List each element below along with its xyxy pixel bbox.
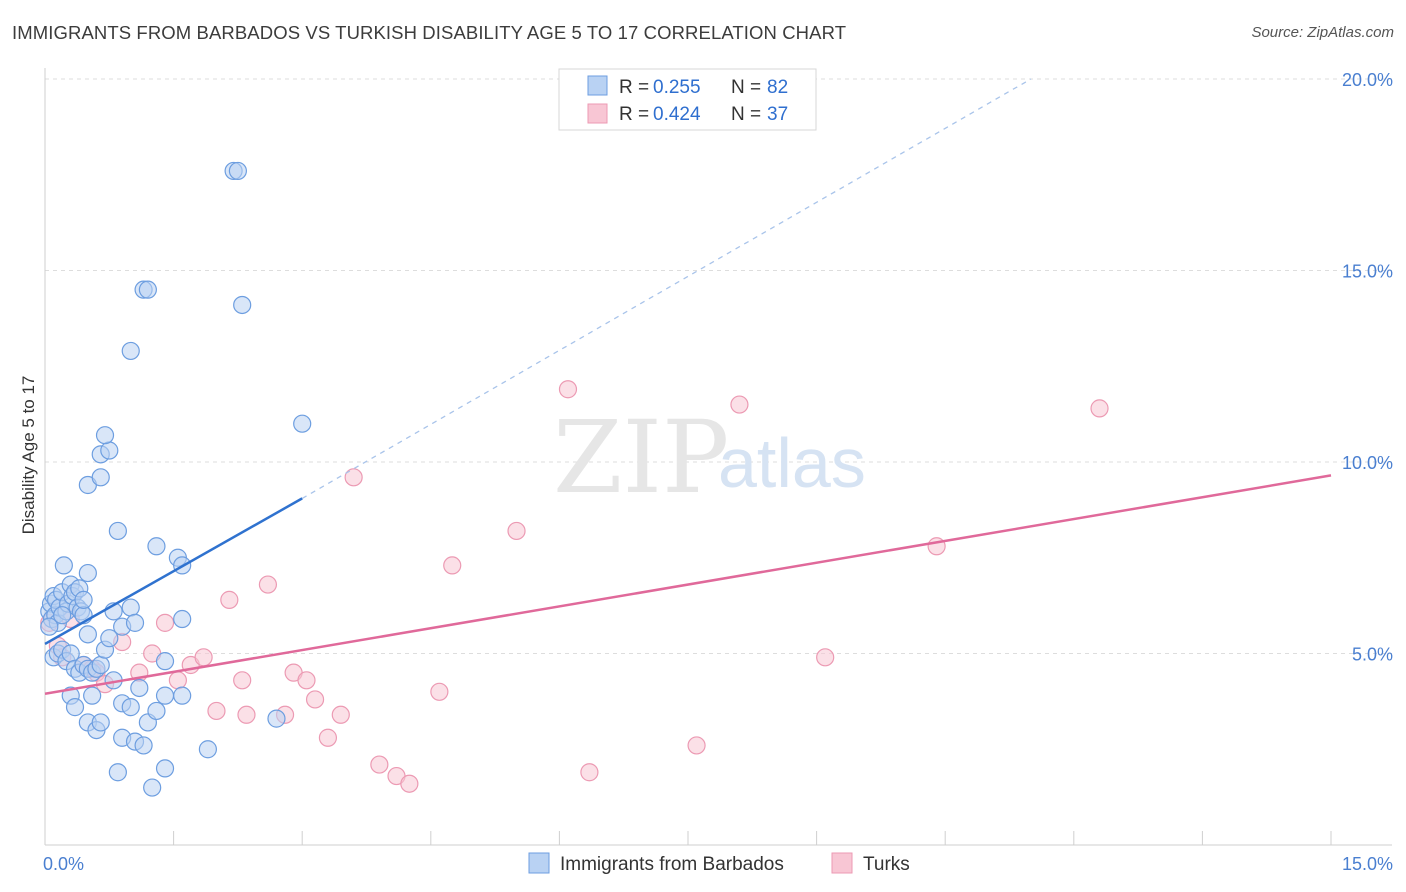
point-turks-23 — [305, 690, 325, 709]
point-barbados-70 — [100, 441, 119, 460]
point-turks-14 — [194, 648, 213, 667]
point-barbados-57 — [155, 759, 175, 778]
trend-lines — [44, 78, 1332, 695]
bottom-legend-label-turks: Turks — [863, 854, 910, 875]
legend-n-label-2: N = — [731, 104, 761, 125]
point-turks-19 — [258, 575, 278, 594]
point-barbados-78 — [228, 161, 247, 181]
point-barbados-40 — [78, 625, 97, 644]
y-tick-label-3: 20.0% — [1342, 70, 1393, 90]
point-barbados-39 — [100, 629, 119, 648]
legend-swatch-pink — [587, 103, 608, 124]
point-turks-12 — [168, 671, 187, 690]
point-turks-16 — [220, 590, 239, 609]
point-turks-30 — [430, 682, 449, 701]
point-barbados-68 — [91, 468, 110, 487]
trend-line-barbados-extension — [301, 78, 1032, 499]
trend-line-turks — [44, 474, 1332, 695]
point-turks-18 — [237, 705, 256, 724]
point-barbados-33 — [65, 698, 85, 717]
point-barbados-31 — [91, 655, 110, 675]
point-turks-27 — [370, 755, 389, 774]
point-barbados-79 — [40, 617, 59, 636]
point-barbados-9 — [54, 556, 73, 575]
point-turks-36 — [730, 395, 749, 414]
point-turks-33 — [558, 380, 578, 399]
point-turks-17 — [233, 671, 252, 690]
legend-r-value-1: 0.255 — [653, 77, 701, 98]
point-barbados-47 — [121, 698, 140, 717]
point-barbados-37 — [83, 686, 102, 705]
bottom-legend-label-barbados: Immigrants from Barbados — [560, 854, 784, 875]
chart-source: Source: ZipAtlas.com — [1251, 24, 1394, 41]
point-turks-24 — [318, 728, 338, 747]
point-barbados-72 — [121, 341, 140, 361]
point-turks-35 — [687, 736, 706, 755]
point-barbados-51 — [134, 736, 153, 755]
point-barbados-59 — [143, 778, 162, 797]
point-turks-11 — [155, 613, 175, 632]
legend: R = 0.255 N = 82 R = 0.424 N = 37 — [558, 68, 817, 131]
point-barbados-36 — [91, 713, 110, 732]
point-turks-37 — [816, 648, 835, 667]
x-tick-label-0: 0.0% — [43, 854, 84, 874]
watermark-atlas: atlas — [718, 424, 866, 502]
axes — [44, 68, 1392, 846]
legend-n-label-1: N = — [731, 77, 761, 98]
point-turks-25 — [331, 705, 350, 724]
point-barbados-74 — [138, 280, 157, 299]
watermark: ZIP atlas — [553, 399, 866, 516]
point-barbados-66 — [108, 521, 127, 541]
point-barbados-43 — [121, 598, 140, 617]
watermark-zip: ZIP — [553, 399, 729, 516]
point-turks-29 — [400, 774, 419, 793]
point-barbados-75 — [233, 295, 252, 315]
bottom-legend: Immigrants from Barbados Turks — [528, 852, 910, 875]
data-points — [40, 161, 1109, 797]
point-barbados-65 — [173, 609, 192, 629]
point-barbados-54 — [155, 686, 175, 705]
point-turks-31 — [443, 556, 462, 575]
legend-r-label-2: R = — [619, 104, 649, 125]
legend-n-value-1: 82 — [767, 77, 788, 98]
y-tick-labels: 5.0% 10.0% 15.0% 20.0% — [1342, 70, 1393, 665]
point-barbados-53 — [147, 701, 166, 721]
legend-n-value-2: 37 — [767, 104, 788, 125]
point-turks-15 — [207, 701, 226, 721]
point-barbados-56 — [173, 686, 192, 705]
point-barbados-55 — [155, 652, 175, 671]
y-tick-label-1: 10.0% — [1342, 453, 1393, 473]
gridlines — [45, 78, 1392, 654]
x-tick-label-1: 15.0% — [1342, 854, 1393, 874]
point-barbados-76 — [293, 414, 312, 433]
y-tick-label-2: 15.0% — [1342, 262, 1393, 282]
point-turks-26 — [344, 468, 363, 487]
point-turks-22 — [297, 671, 316, 690]
point-barbados-58 — [108, 763, 127, 782]
point-barbados-62 — [147, 537, 166, 556]
y-tick-label-0: 5.0% — [1352, 645, 1393, 665]
legend-r-value-2: 0.424 — [653, 104, 701, 125]
point-turks-32 — [507, 521, 526, 541]
point-barbados-48 — [130, 678, 149, 698]
chart-title: IMMIGRANTS FROM BARBADOS VS TURKISH DISA… — [12, 22, 847, 43]
bottom-legend-swatch-barbados — [528, 852, 550, 874]
point-barbados-60 — [198, 740, 217, 759]
x-tick-labels: 0.0% 15.0% — [43, 854, 1393, 874]
point-barbados-80 — [74, 590, 93, 609]
bottom-legend-swatch-turks — [831, 852, 853, 874]
trend-line-barbados — [44, 497, 303, 646]
point-barbados-71 — [95, 426, 115, 445]
point-barbados-61 — [267, 709, 286, 728]
legend-r-label-1: R = — [619, 77, 649, 98]
point-barbados-81 — [53, 606, 72, 625]
point-barbados-44 — [125, 613, 145, 632]
point-turks-34 — [580, 763, 599, 782]
legend-swatch-blue — [587, 75, 608, 96]
y-axis-label: Disability Age 5 to 17 — [19, 376, 38, 535]
point-barbados-19 — [78, 563, 97, 583]
point-turks-39 — [1090, 399, 1109, 418]
